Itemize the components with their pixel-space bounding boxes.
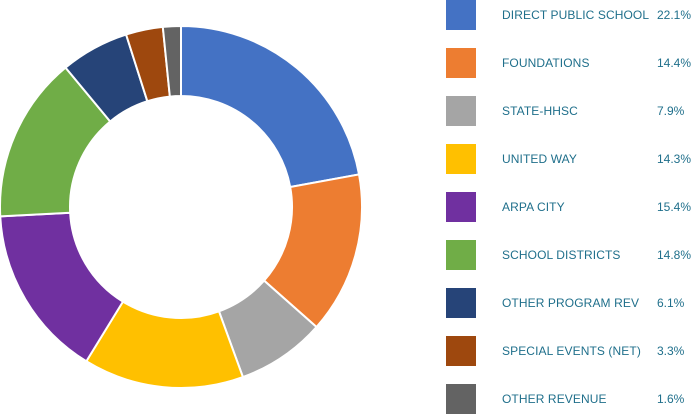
- legend-swatch: [446, 0, 476, 30]
- legend-item: ARPA CITY 15.4%: [446, 192, 693, 222]
- legend-item: FOUNDATIONS 14.4%: [446, 48, 693, 78]
- legend-swatch: [446, 336, 476, 366]
- donut-chart: [0, 24, 363, 389]
- legend-label: SCHOOL DISTRICTS: [502, 248, 621, 262]
- legend-label: UNITED WAY: [502, 152, 577, 166]
- legend-swatch: [446, 96, 476, 126]
- legend-percent: 15.4%: [657, 200, 692, 214]
- legend-swatch: [446, 48, 476, 78]
- legend-label: SPECIAL EVENTS (NET): [502, 344, 641, 358]
- donut-slice-8: [161, 24, 182, 98]
- legend-swatch: [446, 240, 476, 270]
- legend-swatch: [446, 144, 476, 174]
- legend-percent: 1.6%: [657, 392, 685, 406]
- legend-label: STATE-HHSC: [502, 104, 578, 118]
- legend-item: STATE-HHSC 7.9%: [446, 96, 693, 126]
- legend-label: OTHER PROGRAM REV: [502, 296, 640, 310]
- legend-percent: 22.1%: [657, 8, 692, 22]
- legend-percent: 7.9%: [657, 104, 685, 118]
- legend-percent: 14.3%: [657, 152, 692, 166]
- legend-label: FOUNDATIONS: [502, 56, 590, 70]
- chart-legend: DIRECT PUBLIC SCHOOL 22.1% FOUNDATIONS 14.4…: [446, 0, 693, 414]
- legend-percent: 3.3%: [657, 344, 685, 358]
- legend-label: DIRECT PUBLIC SCHOOL: [502, 8, 650, 22]
- legend-swatch: [446, 192, 476, 222]
- donut-slice-0: [180, 24, 361, 189]
- legend-item: UNITED WAY 14.3%: [446, 144, 693, 174]
- legend-item: DIRECT PUBLIC SCHOOL 22.1%: [446, 0, 693, 30]
- legend-swatch: [446, 384, 476, 414]
- legend-item: OTHER PROGRAM REV 6.1%: [446, 288, 693, 318]
- legend-swatch: [446, 288, 476, 318]
- legend-label: ARPA CITY: [502, 200, 565, 214]
- legend-item: SCHOOL DISTRICTS 14.8%: [446, 240, 693, 270]
- legend-percent: 14.4%: [657, 56, 692, 70]
- legend-label: OTHER REVENUE: [502, 392, 607, 406]
- legend-item: SPECIAL EVENTS (NET) 3.3%: [446, 336, 693, 366]
- legend-percent: 14.8%: [657, 248, 692, 262]
- legend-percent: 6.1%: [657, 296, 685, 310]
- legend-item: OTHER REVENUE 1.6%: [446, 384, 693, 414]
